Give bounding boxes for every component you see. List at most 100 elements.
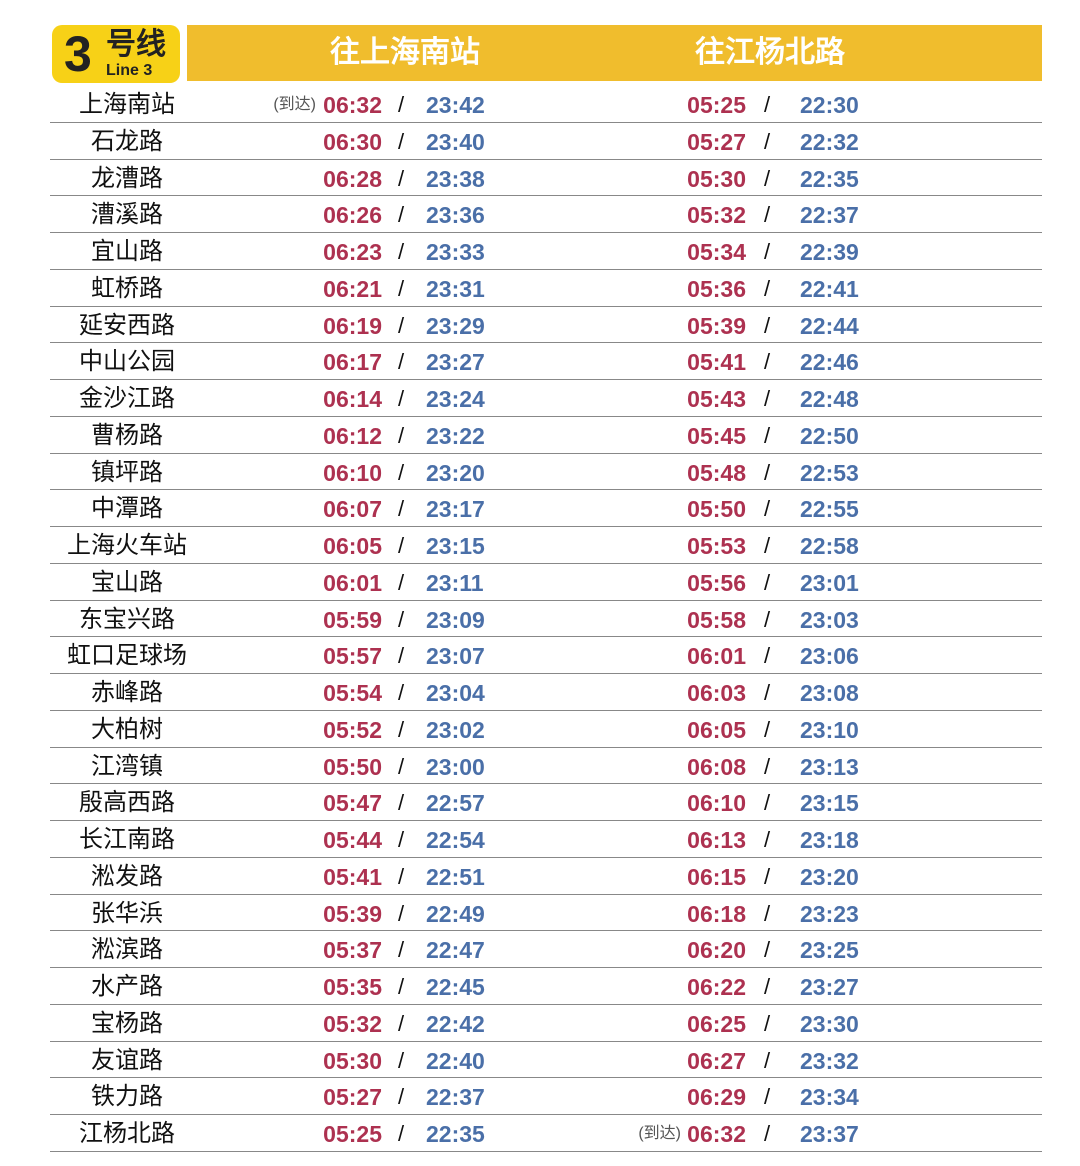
table-row: 张华浜 05:39 / 22:49 06:18 / 23:23 <box>50 895 1042 932</box>
last-train-dir2: 22:30 <box>800 92 859 118</box>
last-train-dir1: 23:04 <box>426 680 485 706</box>
table-row: 宝山路 06:01 / 23:11 05:56 / 23:01 <box>50 564 1042 601</box>
last-train-dir1: 23:42 <box>426 92 485 118</box>
separator: / <box>398 1121 405 1146</box>
last-train-dir2: 22:50 <box>800 422 859 449</box>
separator: / <box>764 643 771 669</box>
table-row: 水产路 05:35 / 22:45 06:22 / 23:27 <box>50 968 1042 1005</box>
first-train-dir1: 05:57 <box>323 643 382 670</box>
table-row: 赤峰路 05:54 / 23:04 06:03 / 23:08 <box>50 674 1042 711</box>
first-train-dir1: 06:17 <box>323 349 382 376</box>
first-train-dir1: 06:30 <box>323 128 382 155</box>
first-train-dir2: 05:56 <box>687 569 746 596</box>
separator: / <box>398 533 405 558</box>
separator: / <box>764 459 771 485</box>
first-train-dir1: 06:10 <box>323 459 382 486</box>
last-train-dir2: 23:18 <box>800 827 859 853</box>
station-name: 水产路 <box>91 973 163 1000</box>
separator: / <box>764 202 771 228</box>
last-train-dir1: 23:24 <box>426 386 485 412</box>
first-train-dir2: 06:32 <box>687 1121 746 1147</box>
table-row: 龙漕路 06:28 / 23:38 05:30 / 22:35 <box>50 160 1042 197</box>
separator: / <box>764 239 771 264</box>
last-train-dir2: 23:23 <box>800 900 859 927</box>
separator: / <box>764 790 771 816</box>
last-train-dir1: 23:22 <box>426 422 485 449</box>
separator: / <box>764 92 771 117</box>
separator: / <box>398 422 405 448</box>
last-train-dir1: 23:29 <box>426 312 485 339</box>
first-train-dir1: 05:37 <box>323 937 382 964</box>
last-train-dir2: 23:34 <box>800 1084 859 1111</box>
first-train-dir1: 05:32 <box>323 1010 382 1037</box>
last-train-dir1: 22:57 <box>426 790 485 817</box>
last-train-dir2: 22:53 <box>800 459 859 486</box>
last-train-dir2: 22:37 <box>800 202 859 229</box>
separator: / <box>398 92 405 117</box>
last-train-dir1: 23:33 <box>426 239 485 265</box>
station-name: 张华浜 <box>91 899 163 927</box>
last-train-dir1: 22:40 <box>426 1047 485 1074</box>
last-train-dir1: 22:37 <box>426 1084 485 1111</box>
first-train-dir1: 06:07 <box>323 496 382 523</box>
table-row: 镇坪路 06:10 / 23:20 05:48 / 22:53 <box>50 454 1042 491</box>
station-name: 虹口足球场 <box>67 642 187 670</box>
table-row: 上海南站 (到达) 06:32 / 23:42 05:25 / 22:30 <box>50 86 1042 123</box>
separator: / <box>764 312 771 338</box>
station-name: 龙漕路 <box>91 164 163 192</box>
last-train-dir2: 23:30 <box>800 1010 859 1037</box>
arrival-note: (到达) <box>638 1125 681 1142</box>
first-train-dir1: 05:27 <box>323 1084 382 1111</box>
last-train-dir2: 23:03 <box>800 606 859 633</box>
station-name: 石龙路 <box>91 127 163 155</box>
first-train-dir1: 05:47 <box>323 790 382 817</box>
last-train-dir2: 22:44 <box>800 312 859 339</box>
first-train-dir2: 06:18 <box>687 900 746 927</box>
first-train-dir1: 06:26 <box>323 202 382 229</box>
station-name: 上海火车站 <box>67 532 187 559</box>
last-train-dir2: 23:27 <box>800 974 859 1000</box>
separator: / <box>398 459 405 485</box>
separator: / <box>764 496 771 522</box>
last-train-dir1: 22:45 <box>426 974 485 1000</box>
first-train-dir2: 06:20 <box>687 937 746 964</box>
separator: / <box>398 275 405 301</box>
station-name: 上海南站 <box>79 91 175 118</box>
first-train-dir2: 06:01 <box>687 643 746 670</box>
station-name: 金沙江路 <box>79 385 175 412</box>
last-train-dir2: 23:25 <box>800 937 859 964</box>
separator: / <box>398 1010 405 1036</box>
separator: / <box>398 716 405 742</box>
table-row: 长江南路 05:44 / 22:54 06:13 / 23:18 <box>50 821 1042 858</box>
station-name: 宝山路 <box>91 568 163 596</box>
station-name: 东宝兴路 <box>79 605 175 633</box>
station-name: 殷高西路 <box>79 789 175 817</box>
first-train-dir2: 05:36 <box>687 275 746 302</box>
first-train-dir1: 05:44 <box>323 827 382 853</box>
separator: / <box>398 128 405 154</box>
separator: / <box>764 569 771 595</box>
first-train-dir1: 05:41 <box>323 863 382 890</box>
first-train-dir1: 06:19 <box>323 312 382 339</box>
table-row: 上海火车站 06:05 / 23:15 05:53 / 22:58 <box>50 527 1042 564</box>
first-train-dir1: 06:21 <box>323 275 382 302</box>
last-train-dir1: 23:40 <box>426 128 485 155</box>
separator: / <box>398 386 405 411</box>
separator: / <box>398 974 405 999</box>
station-name: 中山公园 <box>79 348 175 376</box>
table-row: 中山公园 06:17 / 23:27 05:41 / 22:46 <box>50 343 1042 380</box>
separator: / <box>764 606 771 632</box>
table-row: 江杨北路 (到达) 05:25 / 22:35 06:32 / 23:37 <box>50 1115 1042 1152</box>
separator: / <box>398 349 405 375</box>
separator: / <box>398 827 405 852</box>
last-train-dir2: 23:37 <box>800 1121 859 1147</box>
first-train-dir2: 05:25 <box>687 92 746 118</box>
first-train-dir2: 06:27 <box>687 1047 746 1074</box>
separator: / <box>764 827 771 852</box>
separator: / <box>398 202 405 228</box>
first-train-dir2: 05:43 <box>687 386 746 412</box>
separator: / <box>398 165 405 191</box>
first-train-dir2: 05:53 <box>687 533 746 559</box>
last-train-dir1: 22:47 <box>426 937 485 964</box>
separator: / <box>398 1084 405 1110</box>
